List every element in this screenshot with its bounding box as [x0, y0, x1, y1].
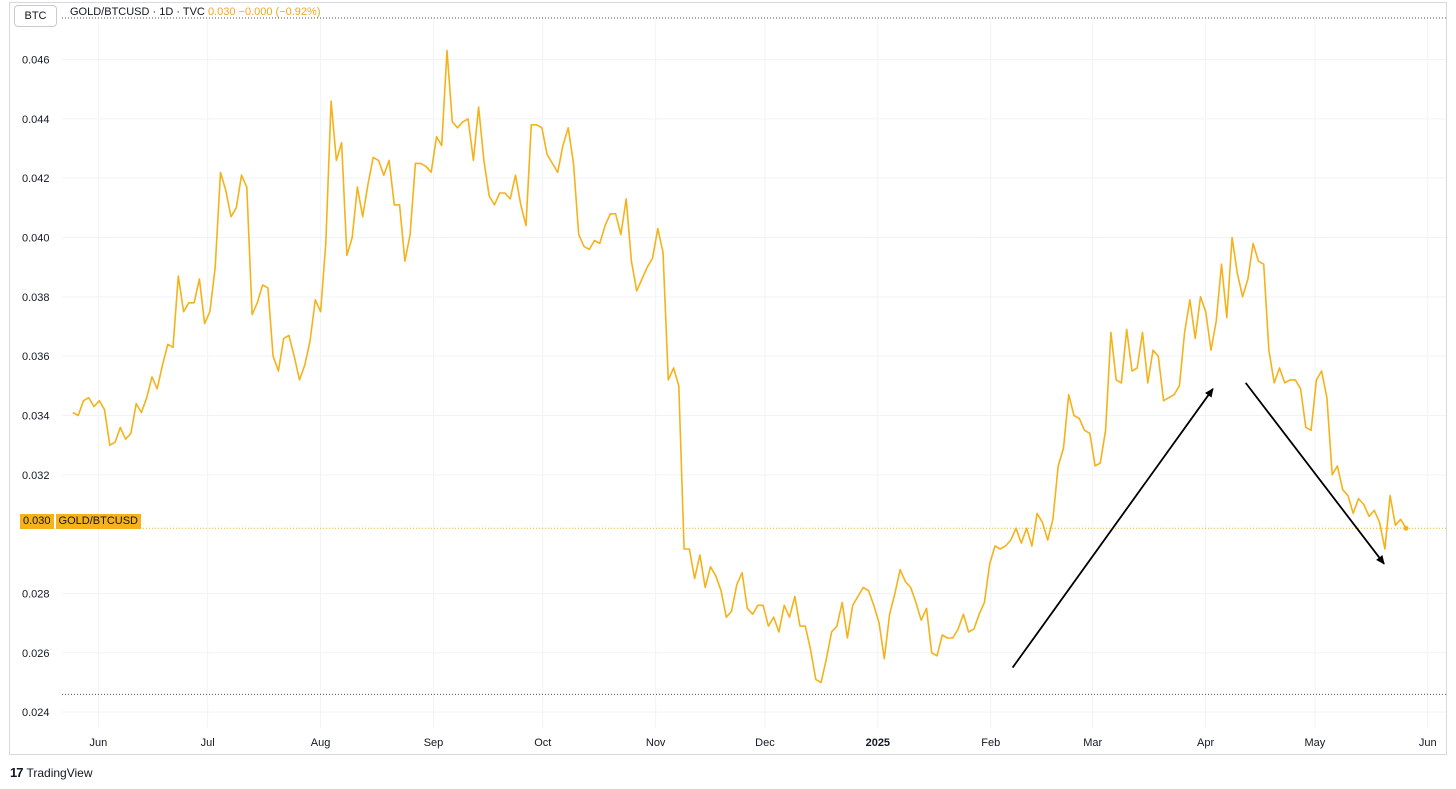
- y-tick-label: 0.032: [22, 470, 50, 482]
- y-tick-label: 0.044: [22, 114, 50, 126]
- last-point-dot: [1403, 525, 1409, 531]
- y-tick-label: 0.034: [22, 410, 50, 422]
- x-tick-label: Nov: [646, 737, 666, 749]
- y-tick-label: 0.024: [22, 707, 50, 719]
- legend-change: −0.000: [238, 6, 273, 18]
- legend-value: 0.030: [207, 6, 236, 18]
- tradingview-branding[interactable]: 17 TradingView: [10, 765, 93, 780]
- x-tick-label: May: [1304, 737, 1325, 749]
- trend-arrow: [1011, 387, 1214, 669]
- x-tick-label: Apr: [1197, 737, 1214, 749]
- legend-change-pct: (−0.92%): [275, 6, 321, 18]
- y-tick-label: 0.028: [22, 588, 50, 600]
- trend-arrow: [1244, 382, 1385, 565]
- x-tick-label: Mar: [1083, 737, 1102, 749]
- series-layer: [72, 49, 1409, 684]
- grid-lines: [62, 18, 1446, 728]
- annotations-layer: [1011, 382, 1385, 669]
- y-tick-label: 0.026: [22, 648, 50, 660]
- x-tick-label: Oct: [534, 737, 551, 749]
- x-tick-label: Jun: [90, 737, 108, 749]
- chart-legend: GOLD/BTCUSD · 1D · TVC 0.030 −0.000 (−0.…: [70, 6, 321, 18]
- y-tick-label: 0.046: [22, 55, 50, 67]
- y-tick-label: 0.036: [22, 351, 50, 363]
- last-price-tag: 0.030 GOLD/BTCUSD: [20, 514, 141, 529]
- y-axis: 0.024 0.026 0.028 0.032 0.034 0.036 0.038 0.040…: [22, 55, 50, 720]
- legend-title: GOLD/BTCUSD · 1D · TVC: [70, 6, 205, 18]
- x-tick-label: Aug: [311, 737, 331, 749]
- y-tick-label: 0.040: [22, 233, 50, 245]
- x-tick-label: Jul: [201, 737, 215, 749]
- last-price-label: GOLD/BTCUSD: [55, 514, 141, 529]
- tradingview-logo-icon: 17: [10, 765, 24, 780]
- x-axis: Jun Jul Aug Sep Oct Nov Dec 2025 Feb Mar Apr May Jun: [90, 737, 1437, 749]
- series-line: [72, 49, 1407, 684]
- x-tick-label: Jun: [1419, 737, 1437, 749]
- x-tick-label: 2025: [866, 737, 890, 749]
- y-tick-label: 0.038: [22, 292, 50, 304]
- y-tick-label: 0.042: [22, 173, 50, 185]
- last-price-value: 0.030: [20, 514, 54, 529]
- brand-name: TradingView: [26, 765, 93, 780]
- chart-frame: [9, 2, 1447, 755]
- x-tick-label: Feb: [981, 737, 1000, 749]
- symbol-search-button[interactable]: BTC: [14, 5, 57, 27]
- x-tick-label: Dec: [755, 737, 775, 749]
- x-tick-label: Sep: [424, 737, 444, 749]
